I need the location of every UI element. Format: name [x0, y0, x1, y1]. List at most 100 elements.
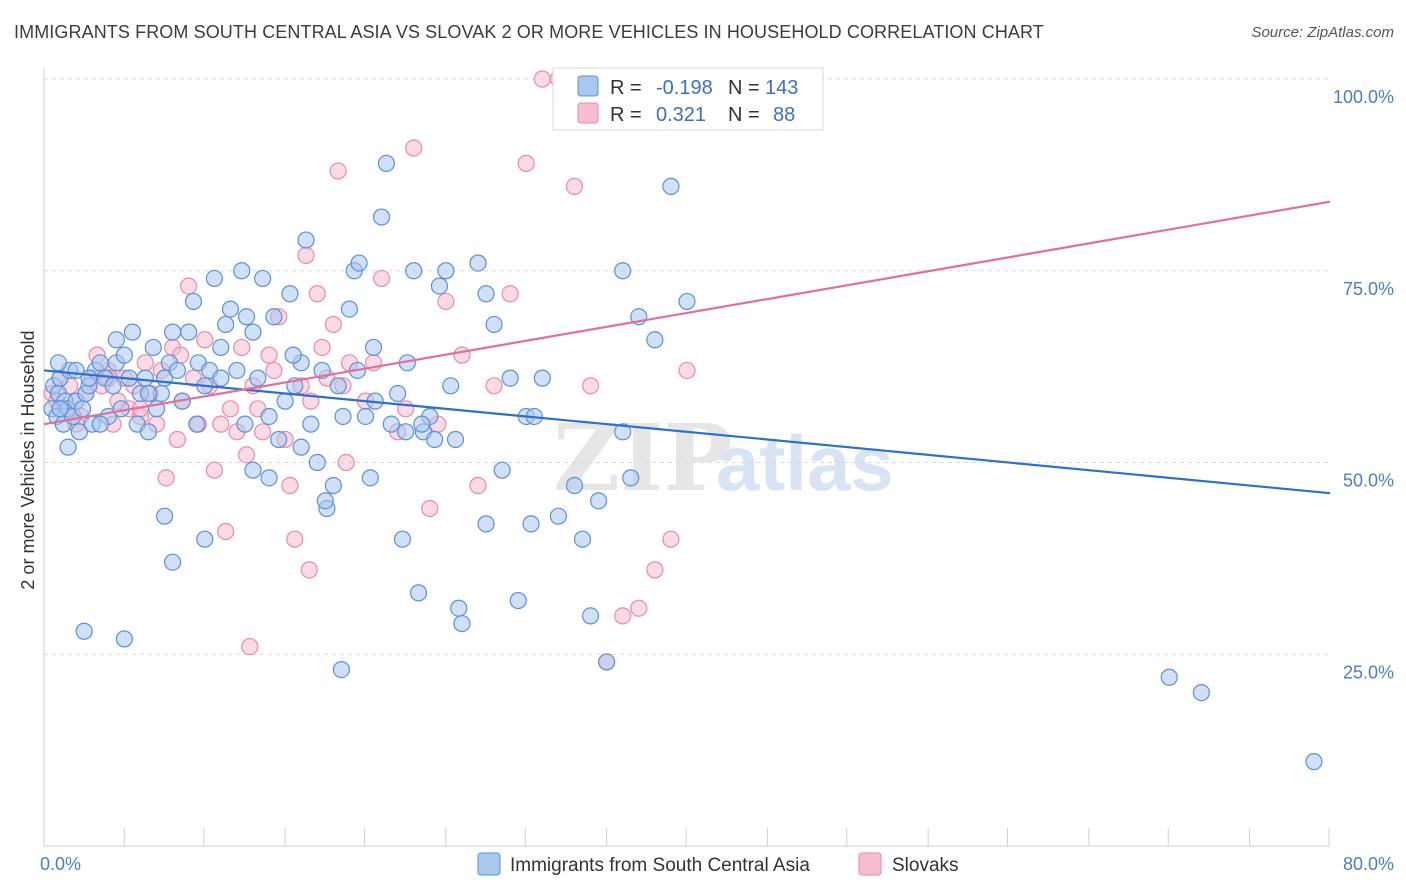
south-central-asia-point-119	[573, 530, 592, 548]
south-central-asia-point-135	[188, 415, 206, 433]
south-central-asia-point-116	[397, 423, 415, 441]
south-central-asia-point-110	[164, 553, 182, 571]
legend-n-value-pink: 88	[773, 104, 795, 126]
south-central-asia-point-122	[509, 591, 527, 610]
south-central-asia-point-57	[281, 285, 299, 303]
south-central-asia-point-87	[442, 377, 460, 395]
south-central-asia-point-80	[405, 262, 423, 280]
slovaks-point-31	[205, 461, 223, 479]
south-central-asia-point-92	[485, 315, 503, 334]
x-tick-label-min: 0.0%	[40, 854, 81, 874]
south-central-asia-point-99	[581, 607, 600, 625]
south-central-asia-point-12	[73, 400, 92, 418]
slovaks-point-51	[313, 338, 331, 357]
legend-r-label-blue: R =	[610, 77, 642, 99]
south-central-asia-point-141	[450, 599, 468, 617]
south-central-asia-point-36	[168, 361, 187, 380]
trend-line-south-central-asia	[43, 369, 1331, 495]
south-central-asia-point-72	[361, 469, 379, 487]
slovaks-point-24	[168, 430, 187, 449]
y-tick-label-75: 75.0%	[1343, 279, 1394, 299]
y-axis-label: 2 or more Vehicles in Household	[18, 330, 38, 589]
south-central-asia-point-39	[184, 292, 203, 311]
south-central-asia-point-65	[324, 476, 342, 495]
south-central-asia-point-60	[297, 231, 315, 249]
south-central-asia-point-143	[1192, 683, 1211, 702]
south-central-asia-point-66	[329, 377, 347, 395]
slovaks-point-80	[241, 637, 259, 656]
south-central-asia-point-98	[565, 476, 584, 495]
south-central-asia-point-25	[123, 323, 142, 341]
south-central-asia-point-52	[254, 269, 272, 288]
y-tick-label-25: 25.0%	[1343, 662, 1394, 682]
legend-label-south-central-asia: Immigrants from South Central Asia	[510, 855, 810, 876]
south-central-asia-point-55	[270, 430, 288, 449]
slovaks-point-22	[157, 469, 175, 487]
south-central-asia-point-29	[139, 423, 158, 441]
slovaks-point-67	[517, 154, 535, 172]
chart-source: Source: ZipAtlas.com	[1251, 24, 1394, 41]
south-central-asia-point-126	[236, 415, 254, 433]
slovaks-point-73	[614, 607, 632, 625]
south-central-asia-point-50	[244, 323, 262, 341]
slovaks-point-37	[237, 446, 256, 464]
legend-stats-swatch-pink	[577, 102, 599, 124]
y-tick-label-100: 100.0%	[1333, 87, 1394, 107]
slovaks-point-34	[221, 400, 240, 418]
slovaks-point-32	[212, 415, 230, 433]
south-central-asia-point-91	[469, 254, 487, 272]
watermark: ZIP atlas	[553, 404, 894, 512]
south-central-asia-point-138	[49, 354, 68, 372]
chart-title: IMMIGRANTS FROM SOUTH CENTRAL ASIA VS SL…	[14, 22, 1044, 42]
south-central-asia-point-71	[356, 407, 375, 426]
south-central-asia-point-44	[212, 369, 230, 387]
south-central-asia-point-96	[533, 369, 551, 387]
south-central-asia-point-115	[364, 338, 383, 357]
slovaks-point-86	[397, 400, 415, 418]
slovaks-point-61	[421, 499, 439, 518]
slovaks-point-33	[217, 522, 235, 541]
south-central-asia-point-89	[453, 614, 471, 633]
south-central-asia-point-88	[446, 430, 465, 449]
south-central-asia-point-48	[233, 262, 251, 280]
legend-r-value-pink: 0.321	[656, 104, 706, 126]
slovaks-point-70	[565, 177, 584, 195]
slovaks-point-77	[678, 361, 696, 380]
south-central-asia-point-51	[249, 369, 267, 387]
legend-stats: R = -0.198 N = 143 R = 0.321 N = 88	[552, 67, 824, 131]
south-central-asia-point-139	[59, 438, 77, 456]
slovaks-point-18	[136, 354, 154, 372]
slovaks-point-81	[300, 561, 318, 579]
south-central-asia-point-30	[144, 338, 162, 357]
south-central-asia-point-43	[205, 269, 223, 288]
slovaks-point-58	[372, 269, 391, 288]
south-central-asia-point-75	[377, 154, 395, 172]
slovaks-point-66	[501, 285, 519, 303]
south-central-asia-point-67	[334, 407, 352, 426]
south-central-asia-point-56	[276, 392, 294, 410]
south-central-asia-point-68	[340, 300, 359, 318]
legend-series: Immigrants from South Central Asia Slova…	[477, 852, 959, 876]
slovaks-point-75	[646, 561, 664, 579]
slovaks-point-60	[405, 139, 423, 157]
south-central-asia-point-107	[1160, 668, 1178, 686]
south-central-asia-point-84	[426, 430, 444, 449]
slovaks-point-53	[324, 315, 342, 334]
south-central-asia-point-76	[382, 415, 400, 433]
south-central-asia-point-136	[107, 331, 125, 349]
slovaks-point-41	[260, 346, 278, 364]
slovaks-point-62	[437, 292, 455, 311]
south-central-asia-point-78	[393, 530, 412, 548]
south-central-asia-point-61	[302, 415, 320, 433]
south-central-asia-point-132	[244, 461, 262, 479]
south-central-asia-point-35	[164, 323, 182, 341]
south-central-asia-point-53	[260, 407, 278, 426]
slovaks-point-76	[662, 530, 680, 548]
south-central-asia-point-112	[260, 469, 278, 487]
legend-n-value-blue: 143	[765, 77, 798, 99]
slovaks-point-74	[630, 599, 648, 617]
watermark-zip: ZIP	[553, 404, 732, 512]
south-central-asia-point-105	[662, 177, 680, 195]
south-central-asia-point-11	[70, 423, 88, 441]
